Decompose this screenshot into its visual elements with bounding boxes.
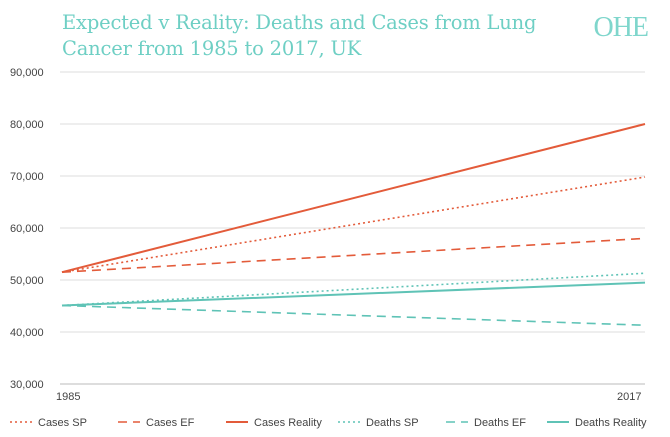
series-line-deaths-ef (61, 304, 646, 327)
y-tick-label: 30,000 (10, 379, 44, 391)
series-line-cases-ef (61, 237, 646, 273)
grid-lines (60, 71, 645, 385)
y-tick-label: 50,000 (10, 275, 44, 287)
legend: Cases SP Cases EF Cases Reality Deaths SP De… (10, 417, 647, 429)
x-tick-label: 2017 (617, 391, 641, 403)
legend-label: Deaths EF (474, 417, 526, 429)
series-lines (61, 123, 646, 327)
legend-label: Cases EF (146, 417, 195, 429)
legend-label: Cases SP (38, 417, 87, 429)
legend-label: Cases Reality (254, 417, 322, 429)
x-tick-label: 1985 (56, 391, 80, 403)
series-line-cases-sp (61, 176, 646, 273)
chart-title: Expected v Reality: Deaths and Cases fro… (62, 11, 537, 60)
y-tick-label: 70,000 (10, 171, 44, 183)
y-tick-label: 40,000 (10, 327, 44, 339)
series-line-deaths-sp (61, 272, 646, 307)
series-line-deaths-reality (61, 281, 646, 307)
ohe-logo: OHE (593, 12, 649, 43)
y-tick-label: 90,000 (10, 67, 44, 79)
y-tick-label: 80,000 (10, 119, 44, 131)
y-axis-ticks: 30,000 40,000 50,000 60,000 70,000 80,000 90,0… (10, 67, 44, 391)
y-tick-label: 60,000 (10, 223, 44, 235)
series-line-cases-reality (61, 123, 646, 274)
x-axis-ticks: 1985 2017 (56, 391, 641, 403)
legend-label: Deaths SP (366, 417, 419, 429)
legend-label: Deaths Reality (575, 417, 647, 429)
